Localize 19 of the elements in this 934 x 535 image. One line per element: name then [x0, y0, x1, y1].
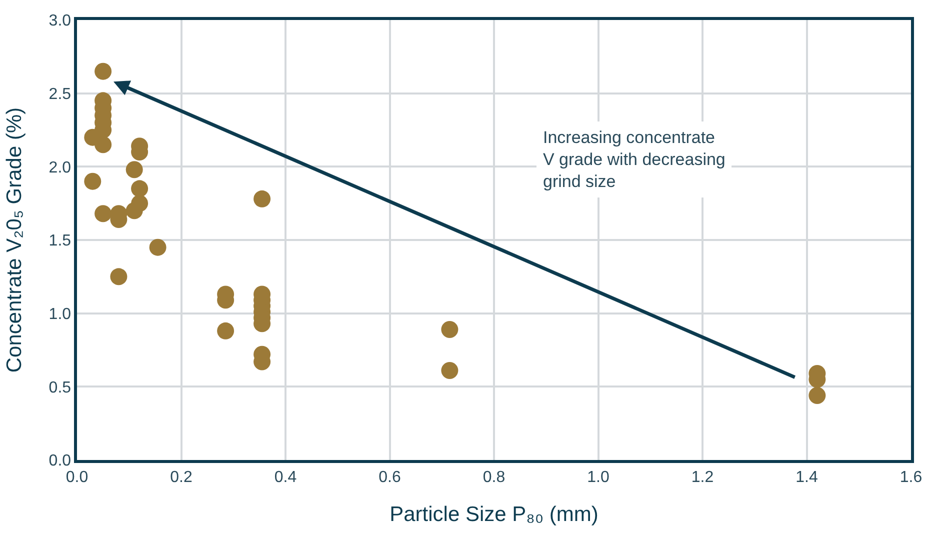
x-tick-label: 0.8: [482, 468, 506, 486]
x-tick-label: 1.0: [587, 468, 610, 486]
y-tick-label: 2.5: [48, 86, 72, 103]
y-tick-label: 1.0: [48, 306, 72, 323]
y-tick-label: 2.0: [48, 159, 72, 176]
annotation: Increasing concentrate V grade with decreasing grind size: [543, 128, 726, 192]
x-tick-label: 1.2: [691, 468, 714, 486]
y-tick-label: 0.5: [48, 379, 72, 396]
y-tick-label: 1.5: [48, 232, 72, 250]
x-tick-label: 1.6: [900, 468, 922, 486]
y-axis-title: Concentrate V₂0₅ Grade (%): [2, 107, 26, 373]
x-tick-label: 0.2: [170, 468, 192, 486]
x-tick-label: 0.4: [274, 468, 297, 486]
y-tick-label: 0.0: [48, 452, 72, 470]
x-axis-title: Particle Size P₈₀ (mm): [390, 503, 598, 526]
x-tick-label: 0.6: [378, 468, 401, 486]
x-tick-label: 1.4: [796, 468, 818, 486]
y-tick-label: 3.0: [48, 12, 72, 30]
x-tick-label: 0.0: [66, 468, 88, 486]
